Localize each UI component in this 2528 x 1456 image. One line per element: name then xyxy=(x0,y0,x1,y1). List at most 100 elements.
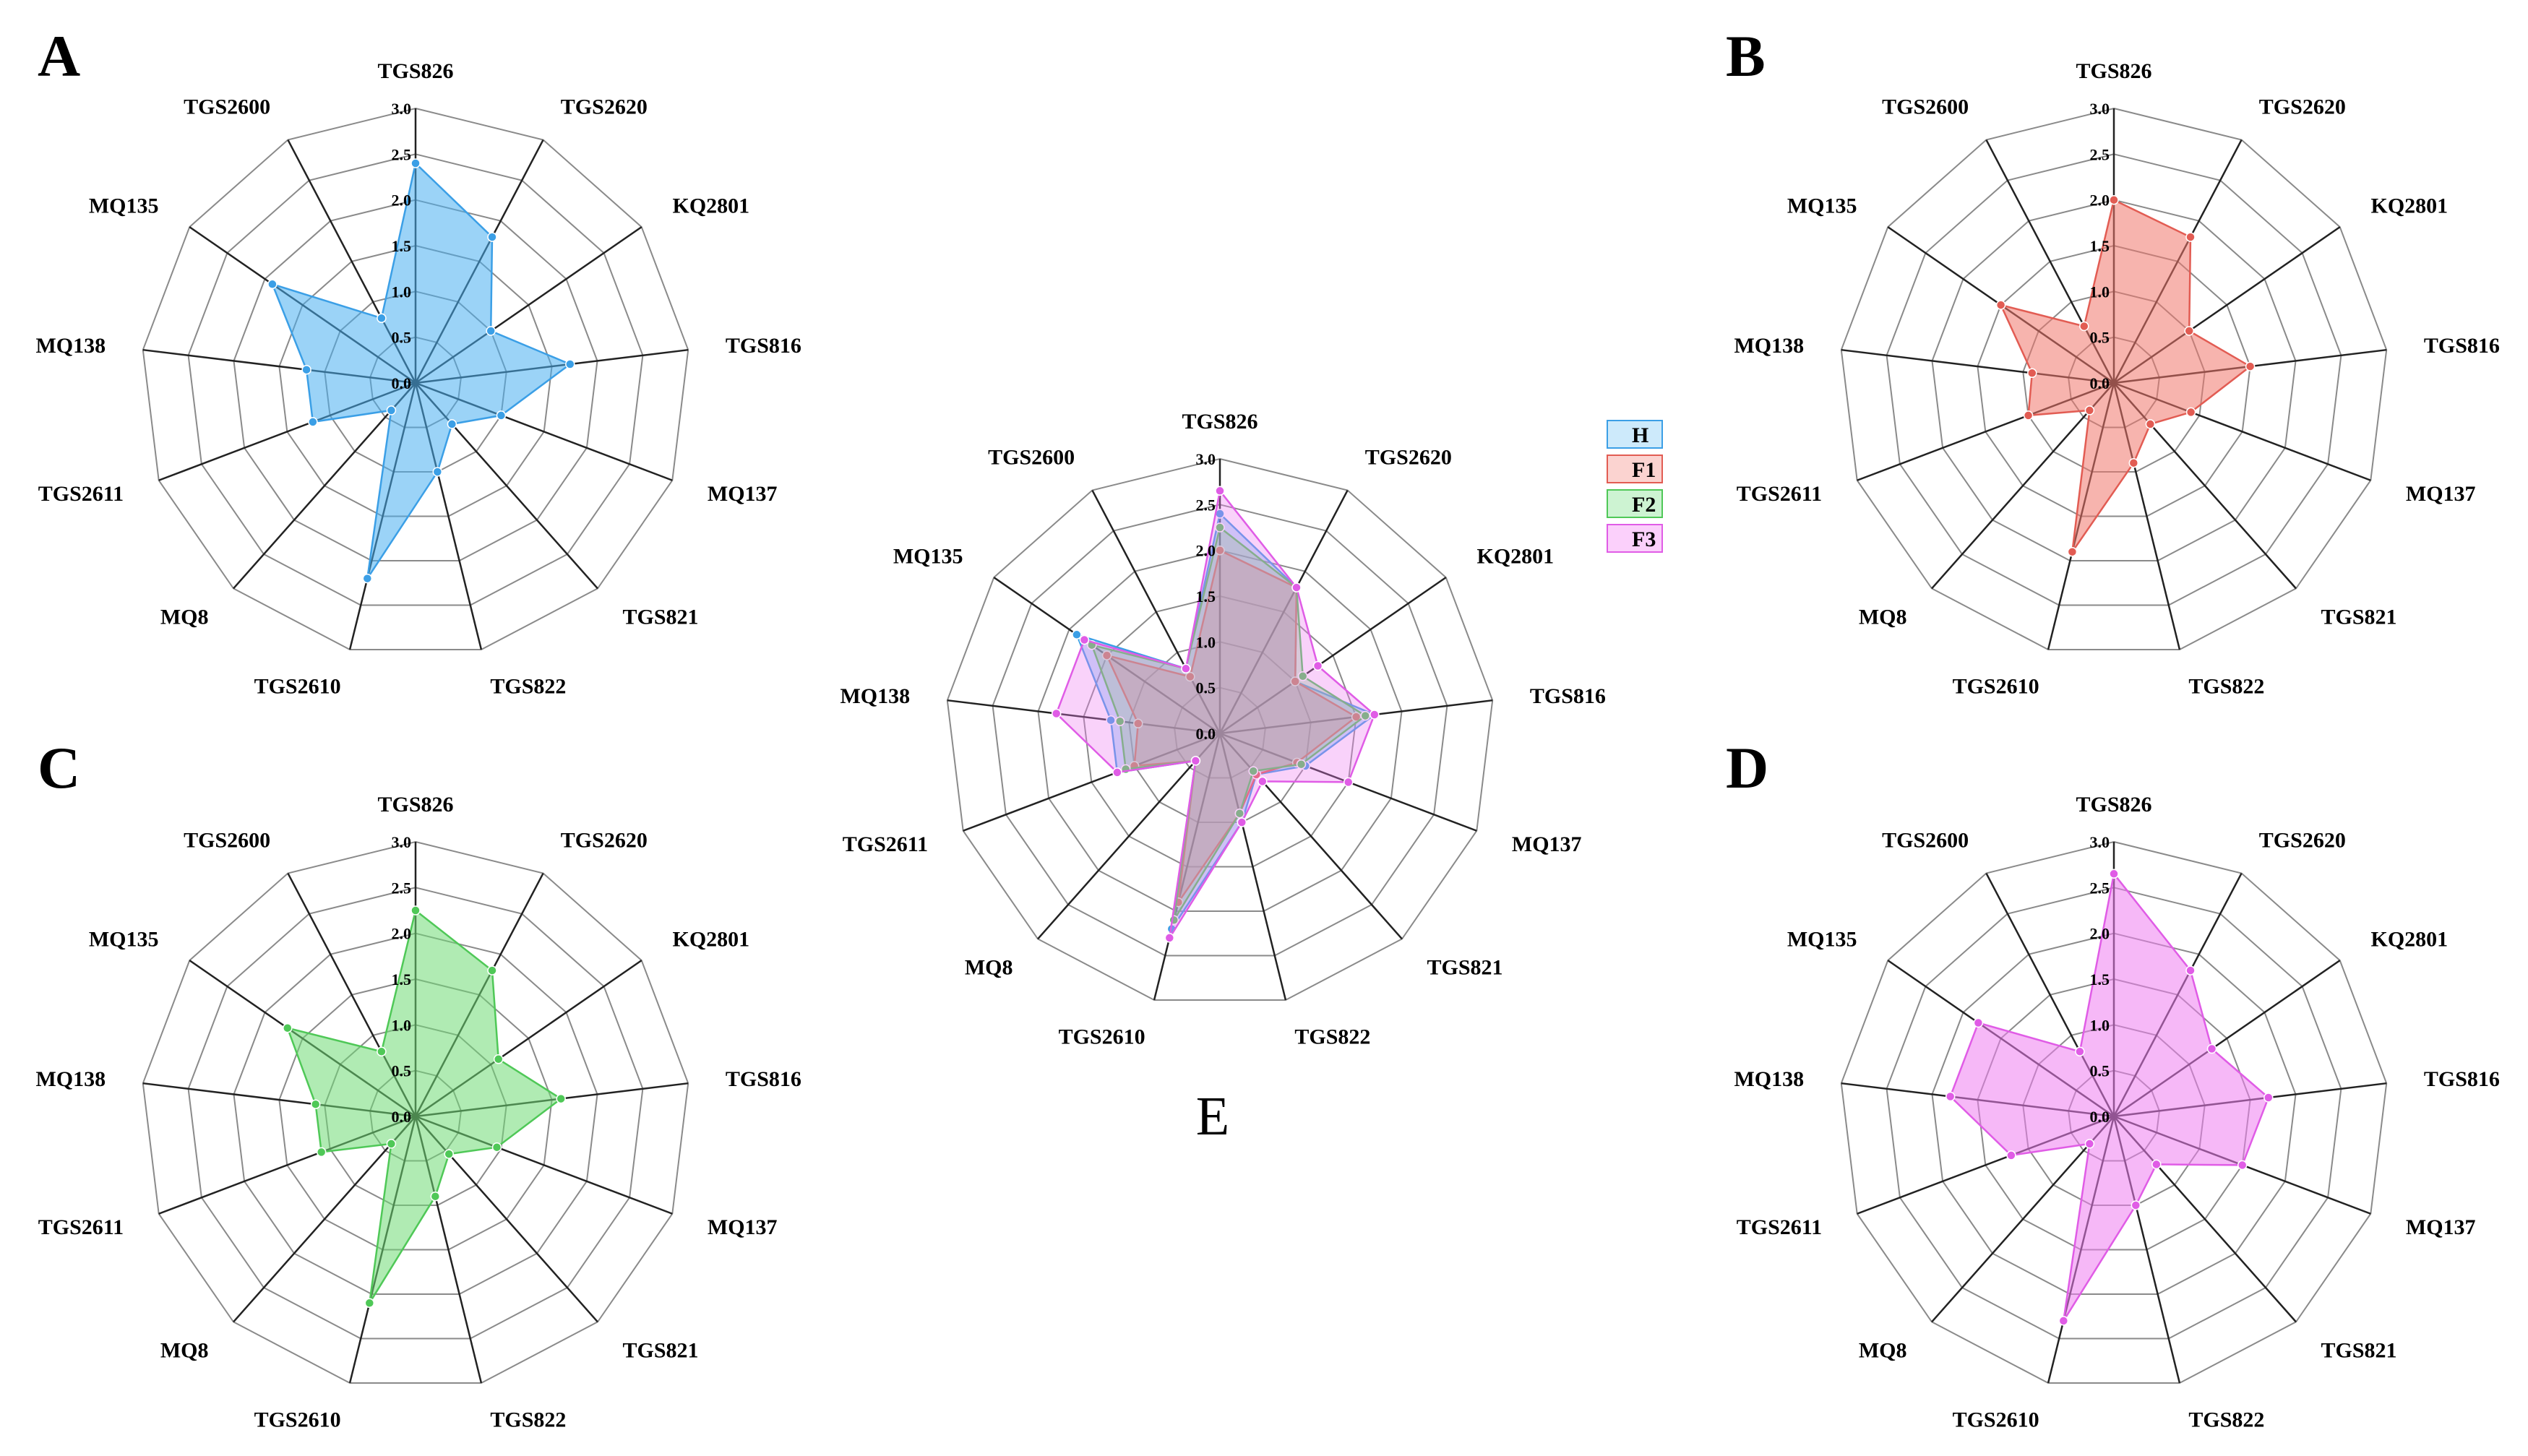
data-point-f1-tgs826 xyxy=(2109,194,2119,205)
axis-label-tgs816: TGS816 xyxy=(726,334,801,358)
data-point-f3-tgs2610 xyxy=(1164,933,1175,943)
data-point-f2-tgs2611 xyxy=(316,1147,327,1158)
axis-label-kq2801: KQ2801 xyxy=(1477,545,1555,569)
axis-spoke xyxy=(1037,733,1221,940)
axis-label-tgs2620: TGS2620 xyxy=(2259,829,2346,853)
axis-label-mq137: MQ137 xyxy=(2406,482,2476,506)
legend-label-f3: F3 xyxy=(1632,527,1656,551)
tick-label: 3.0 xyxy=(2090,100,2110,118)
tick-label: 2.0 xyxy=(2090,191,2110,210)
data-point-f1-tgs2611 xyxy=(2023,410,2034,421)
axis-label-tgs2600: TGS2600 xyxy=(184,95,270,119)
axis-spoke xyxy=(1153,733,1221,1001)
tick-label: 0.5 xyxy=(2090,329,2110,347)
tick-label: 1.5 xyxy=(2090,970,2110,988)
axis-label-tgs826: TGS826 xyxy=(377,793,453,817)
axis-label-tgs2610: TGS2610 xyxy=(1953,674,2039,698)
data-point-f3-kq2801 xyxy=(1312,660,1323,671)
data-point-f3-mq138 xyxy=(1051,708,1062,719)
tick-label: 1.0 xyxy=(392,1016,412,1034)
axis-spoke xyxy=(1218,489,1349,734)
data-point-f2-tgs821 xyxy=(1248,766,1258,776)
axis-label-mq138: MQ138 xyxy=(840,684,910,708)
grid-ring xyxy=(1840,107,2388,650)
data-point-f2-tgs2610 xyxy=(364,1298,375,1309)
grid-ring xyxy=(1931,199,2297,561)
grid-ring xyxy=(1886,153,2342,606)
legend-swatch-f3 xyxy=(1607,524,1663,553)
data-point-h-mq137 xyxy=(496,410,507,421)
data-point-f3-mq137 xyxy=(1343,777,1354,788)
data-point-f3-tgs2611 xyxy=(1112,767,1122,777)
axis-label-tgs816: TGS816 xyxy=(2424,1067,2500,1091)
grid-ring xyxy=(187,153,644,606)
data-point-h-tgs2600 xyxy=(377,313,387,324)
data-point-h-mq135 xyxy=(267,279,278,290)
axis-label-mq138: MQ138 xyxy=(35,334,106,358)
series-area-f1 xyxy=(1105,548,1358,903)
axis-label-mq135: MQ135 xyxy=(893,545,963,569)
series-area-f2 xyxy=(1090,525,1367,921)
axis-label-mq8: MQ8 xyxy=(160,1338,209,1362)
tick-label: 1.5 xyxy=(392,970,412,988)
tick-label: 2.5 xyxy=(1196,496,1216,514)
data-point-h-tgs2611 xyxy=(308,417,318,427)
axis-label-mq137: MQ137 xyxy=(2406,1215,2476,1239)
axis-label-mq138: MQ138 xyxy=(1734,334,1804,358)
axis-label-tgs826: TGS826 xyxy=(1182,410,1257,434)
grid-ring xyxy=(1886,887,2342,1340)
axis-spoke xyxy=(1931,382,2115,590)
axis-label-mq137: MQ137 xyxy=(708,1215,778,1239)
axis-label-tgs2600: TGS2600 xyxy=(184,829,270,853)
panel-label-e: E xyxy=(1196,1086,1229,1147)
data-point-f2-mq138 xyxy=(310,1099,321,1109)
legend-label-f1: F1 xyxy=(1632,458,1656,482)
tick-label: 1.5 xyxy=(1196,587,1216,606)
data-point-f3-tgs826 xyxy=(1215,486,1225,496)
data-point-f1-mq137 xyxy=(2185,407,2196,418)
data-point-f3-mq135 xyxy=(1973,1017,1984,1028)
axis-label-tgs822: TGS822 xyxy=(1294,1025,1370,1048)
data-point-f3-mq137 xyxy=(2237,1160,2248,1171)
axis-label-tgs822: TGS822 xyxy=(490,1408,566,1431)
series-area-f1 xyxy=(1999,198,2252,553)
data-point-f3-kq2801 xyxy=(2206,1043,2217,1054)
data-point-f3-mq138 xyxy=(1945,1091,1956,1102)
tick-label: 2.5 xyxy=(2090,145,2110,163)
tick-label: 2.5 xyxy=(2090,879,2110,897)
axis-label-tgs816: TGS816 xyxy=(2424,334,2500,358)
axis-label-tgs816: TGS816 xyxy=(726,1067,801,1091)
tick-label: 2.0 xyxy=(2090,925,2110,943)
data-point-f1-kq2801 xyxy=(1290,676,1300,686)
data-point-f3-tgs816 xyxy=(1370,710,1380,720)
axis-label-kq2801: KQ2801 xyxy=(2371,928,2449,952)
grid-ring xyxy=(1083,595,1357,868)
series-area-f2 xyxy=(285,908,563,1304)
data-point-f2-tgs822 xyxy=(1234,808,1245,819)
data-point-f3-tgs821 xyxy=(1257,776,1268,787)
data-point-f1-tgs2620 xyxy=(2185,232,2196,242)
grid-ring xyxy=(233,932,598,1295)
data-point-f1-mq138 xyxy=(1133,718,1143,729)
data-point-f2-tgs816 xyxy=(556,1093,566,1104)
tick-label: 0.0 xyxy=(2090,374,2110,392)
grid-ring xyxy=(1840,840,2388,1384)
axis-label-kq2801: KQ2801 xyxy=(673,194,750,218)
grid-ring xyxy=(1174,686,1266,779)
data-point-f3-tgs2620 xyxy=(1291,582,1302,593)
grid-ring xyxy=(1128,641,1312,823)
data-point-h-kq2801 xyxy=(486,326,496,336)
axis-label-tgs2610: TGS2610 xyxy=(1059,1025,1145,1048)
data-point-f1-mq135 xyxy=(1995,300,2006,310)
axis-label-mq135: MQ135 xyxy=(89,928,159,952)
data-point-f1-mq8 xyxy=(2084,405,2095,415)
data-point-f2-kq2801 xyxy=(1297,671,1308,681)
axis-label-tgs2610: TGS2610 xyxy=(1953,1408,2039,1431)
data-point-f2-mq135 xyxy=(283,1022,293,1033)
panel-label-a: A xyxy=(38,23,80,89)
tick-label: 0.0 xyxy=(392,374,412,392)
tick-label: 1.0 xyxy=(392,283,412,301)
legend-swatch-f1 xyxy=(1607,455,1663,483)
axis-spoke xyxy=(1218,733,1287,1001)
axis-label-tgs821: TGS821 xyxy=(1427,955,1503,979)
